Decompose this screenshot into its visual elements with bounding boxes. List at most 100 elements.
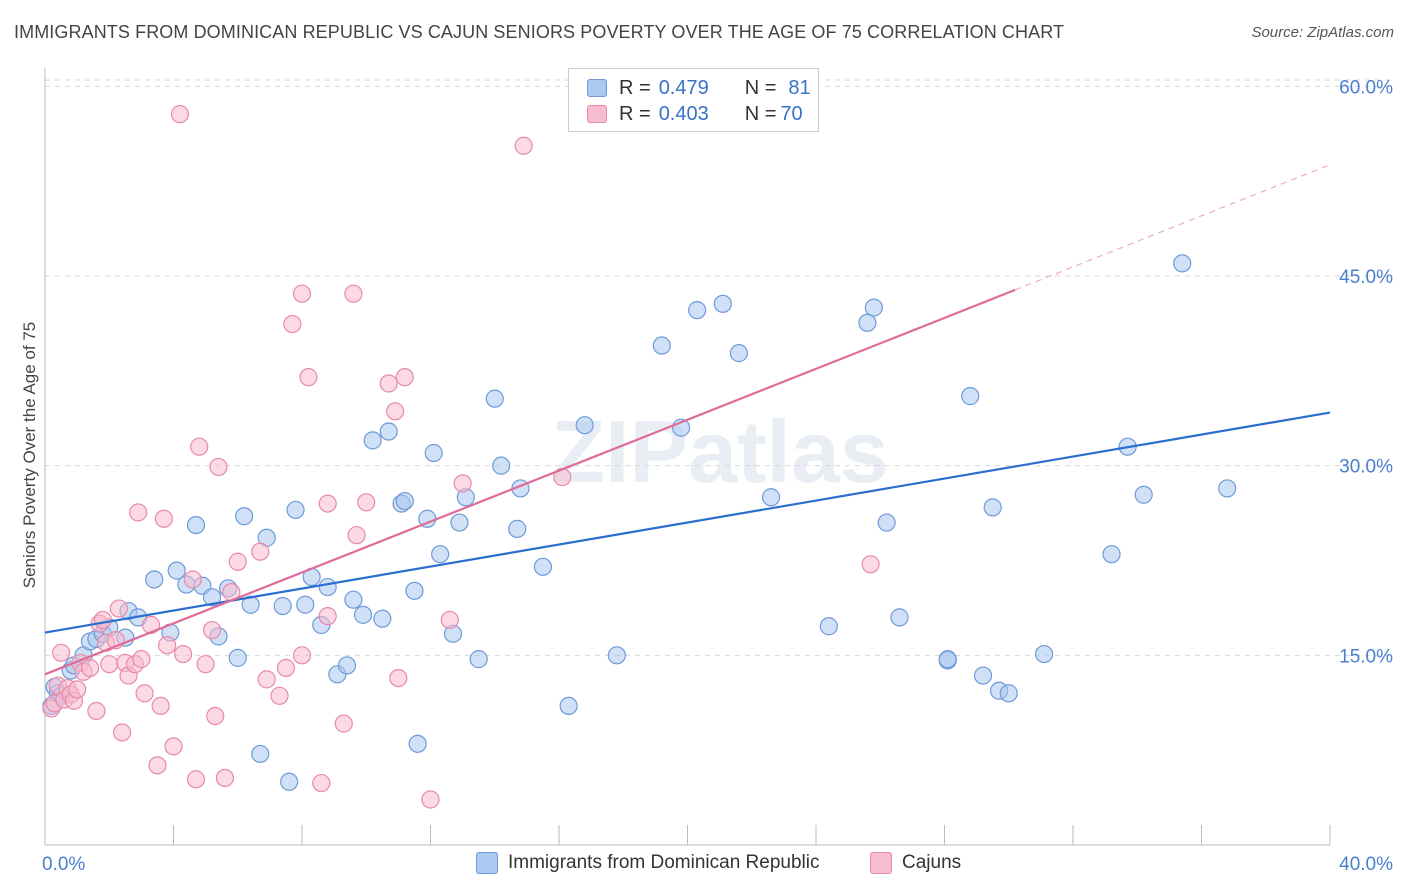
dominican-point — [405, 581, 424, 600]
cajun-point — [87, 701, 106, 721]
dominican-point — [485, 389, 504, 408]
dominican-point — [819, 617, 838, 636]
cajun-point — [318, 607, 337, 626]
source-label: Source: ZipAtlas.com — [1251, 24, 1394, 41]
dominican-point — [761, 488, 781, 507]
cajun-point — [209, 457, 228, 477]
dominican-point — [890, 608, 909, 627]
cajun-point — [299, 368, 318, 387]
cajun-point — [135, 684, 154, 703]
dominican-point — [492, 456, 511, 475]
legend-n-label: N = — [744, 102, 777, 125]
dominican-point — [145, 570, 164, 589]
correlation-legend: R = 0.479 N = 81 R = 0.403 N = 70 — [568, 68, 819, 132]
cajun-point — [112, 723, 132, 742]
cajun-point — [514, 136, 533, 155]
cajun-point — [154, 509, 173, 528]
bottom-legend-swatch-pink — [870, 852, 892, 874]
cajun-point — [129, 503, 148, 522]
cajun-point — [190, 437, 209, 456]
dominican-point — [864, 298, 883, 317]
legend-swatch-pink — [587, 105, 607, 123]
dominican-point — [1034, 644, 1054, 664]
cajun-point — [109, 599, 128, 618]
cajun-point — [389, 668, 408, 688]
dominican-point — [999, 684, 1018, 703]
cajun-point — [283, 314, 302, 334]
dominican-point — [363, 431, 382, 450]
bottom-legend-item-dominican: Immigrants from Dominican Republic — [476, 852, 820, 874]
cajun-point — [228, 552, 247, 571]
cajun-point — [395, 368, 414, 387]
cajun-point — [202, 620, 222, 640]
legend-n-label: N = — [744, 76, 777, 99]
dominican-point — [877, 513, 896, 532]
dominican-point — [450, 513, 469, 532]
dominican-point — [973, 666, 993, 685]
dominican-point — [273, 596, 292, 616]
y-tick-label: 15.0% — [1339, 646, 1393, 667]
cajun-point — [186, 770, 206, 789]
dominican-point — [280, 772, 299, 791]
dominican-point — [395, 491, 414, 511]
dominican-point — [983, 498, 1002, 517]
dominican-point — [469, 650, 488, 669]
cajun-point — [421, 790, 440, 809]
dominican-point — [424, 443, 443, 463]
dominican-trend-line — [44, 411, 1331, 634]
y-tick-label: 45.0% — [1339, 267, 1393, 288]
gridlines — [45, 79, 1395, 656]
dominican-point — [575, 416, 594, 435]
y-axis-title: Seniors Poverty Over the Age of 75 — [20, 321, 39, 589]
cajun-point — [196, 655, 215, 674]
cajun-point — [334, 714, 353, 733]
trend-lines — [44, 164, 1331, 676]
dominican-point — [858, 313, 877, 332]
dominican-point — [344, 590, 363, 609]
y-tick-label: 60.0% — [1339, 77, 1393, 98]
legend-n-value: 81 — [788, 76, 811, 99]
legend-swatch-blue — [587, 79, 607, 97]
legend-r-label: R = — [619, 102, 651, 125]
dominican-point — [1173, 254, 1192, 273]
y-tick-label: 30.0% — [1339, 457, 1393, 478]
cajun-point — [68, 680, 87, 699]
cajun-trend-extension — [1014, 164, 1331, 291]
dominican-point — [318, 577, 337, 597]
dominican-point — [713, 294, 732, 313]
y-tick-labels: 15.0% 30.0% 45.0% 60.0% — [1339, 77, 1393, 667]
dominican-point — [1134, 485, 1153, 504]
dominican-point — [296, 595, 315, 614]
legend-r-value: 0.403 — [658, 102, 709, 125]
dominican-point — [688, 301, 707, 320]
cajun-trend-line — [44, 288, 1016, 676]
data-points — [42, 105, 1237, 809]
dominican-point — [337, 656, 357, 675]
legend-n-value: 70 — [780, 102, 803, 125]
dominican-point — [186, 515, 206, 535]
cajun-point — [379, 374, 398, 393]
cajun-point — [318, 494, 337, 513]
dominican-point — [353, 605, 373, 624]
axes — [44, 68, 1331, 846]
cajun-point — [51, 643, 71, 662]
dominican-point — [607, 646, 626, 665]
cajun-point — [164, 737, 183, 756]
cajun-point — [453, 474, 472, 493]
cajun-point — [170, 105, 190, 124]
cajun-point — [93, 610, 112, 630]
cajun-point — [251, 542, 270, 561]
cajun-point — [257, 670, 276, 689]
dominican-point — [408, 734, 427, 753]
bottom-legend-swatch-blue — [476, 852, 498, 874]
dominican-point — [373, 609, 392, 628]
cajun-point — [276, 658, 296, 678]
dominican-point — [1102, 545, 1121, 564]
x-tick-labels: 0.0% 40.0% — [42, 854, 1393, 875]
dominican-point — [1218, 479, 1237, 498]
cajun-point — [141, 615, 161, 635]
legend-r-value: 0.479 — [658, 76, 709, 99]
dominican-point — [251, 744, 270, 764]
cajun-point — [148, 756, 167, 775]
